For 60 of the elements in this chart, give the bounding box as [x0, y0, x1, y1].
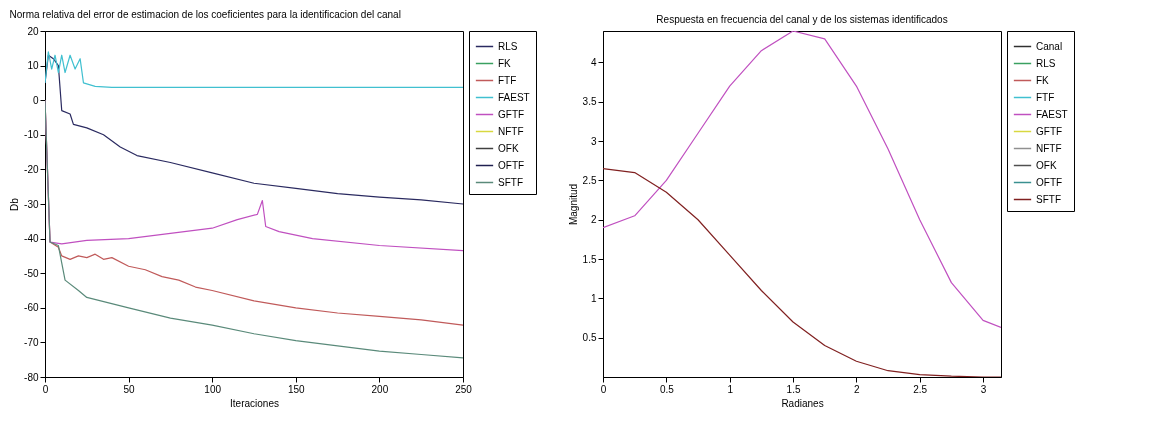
- y-tick-label: -30: [24, 198, 39, 210]
- y-tick-label: 2.5: [582, 174, 597, 186]
- x-tick-label: 3: [980, 383, 987, 395]
- legend-label: OFTF: [1036, 176, 1063, 188]
- y-tick-label: 3: [590, 135, 597, 147]
- x-tick-label: 200: [371, 383, 389, 395]
- legend-label: FTF: [1036, 91, 1055, 103]
- legend-label: FK: [1036, 74, 1050, 86]
- x-tick-label: 150: [287, 383, 306, 395]
- y-tick-label: -10: [24, 129, 39, 141]
- legend-label: FAEST: [498, 91, 530, 103]
- y-tick-label: 20: [27, 25, 39, 37]
- y-axis-title: Magnitud: [567, 183, 579, 226]
- x-axis-title: Radianes: [781, 397, 824, 409]
- x-tick-label: 250: [455, 383, 473, 395]
- y-tick-label: -70: [24, 336, 39, 348]
- x-tick-label: 1.5: [786, 383, 801, 395]
- legend-label: FAEST: [1036, 108, 1068, 120]
- y-tick-label: -20: [24, 163, 39, 175]
- legend-label: SFTF: [1036, 193, 1061, 205]
- x-tick-label: 2.5: [913, 383, 928, 395]
- y-axis-title: Db: [9, 197, 21, 211]
- line-series: [603, 31, 1001, 329]
- x-tick-label: 2: [854, 383, 861, 395]
- y-tick-label: 2: [590, 214, 597, 226]
- y-tick-label: 1.5: [582, 253, 597, 265]
- x-tick-label: 0.5: [659, 383, 675, 395]
- line-series: [45, 51, 463, 88]
- x-tick-label: 0: [600, 383, 607, 395]
- y-tick-label: -40: [24, 233, 39, 245]
- legend-label: Canal: [1036, 40, 1063, 52]
- y-tick-label: 1: [590, 292, 597, 304]
- y-tick-label: -60: [24, 302, 39, 314]
- x-tick-label: 0: [42, 383, 49, 395]
- y-tick-label: 10: [27, 60, 39, 72]
- y-tick-label: 0.5: [582, 332, 597, 344]
- x-tick-label: 1: [727, 383, 734, 395]
- y-tick-label: -80: [24, 371, 39, 383]
- chart-title: Respuesta en frecuencia del canal y de los sistemas identificados: [656, 13, 948, 25]
- y-tick-label: 0: [32, 94, 39, 106]
- legend-label: FTF: [498, 74, 517, 86]
- legend-label: OFTF: [498, 159, 525, 171]
- x-axis-title: Iteraciones: [230, 397, 279, 409]
- x-tick-label: 100: [204, 383, 222, 395]
- legend-label: FK: [498, 57, 512, 69]
- line-series: [45, 54, 463, 205]
- x-tick-label: 50: [123, 383, 136, 395]
- y-tick-label: -50: [24, 267, 39, 279]
- legend-label: RLS: [1036, 57, 1056, 69]
- y-tick-label: 3.5: [582, 96, 597, 108]
- legend-label: NFTF: [498, 125, 524, 137]
- legend-label: SFTF: [498, 176, 523, 188]
- chart-title: Norma relativa del error de estimacion de los coeficientes para la identificacion del canal: [9, 9, 401, 20]
- legend-label: NFTF: [1036, 142, 1062, 154]
- legend-label: GFTF: [1036, 125, 1063, 137]
- legend-label: OFK: [498, 142, 519, 154]
- legend-label: RLS: [498, 40, 518, 52]
- legend-label: GFTF: [498, 108, 525, 120]
- y-tick-label: 4: [590, 56, 597, 68]
- legend-label: OFK: [1036, 159, 1057, 171]
